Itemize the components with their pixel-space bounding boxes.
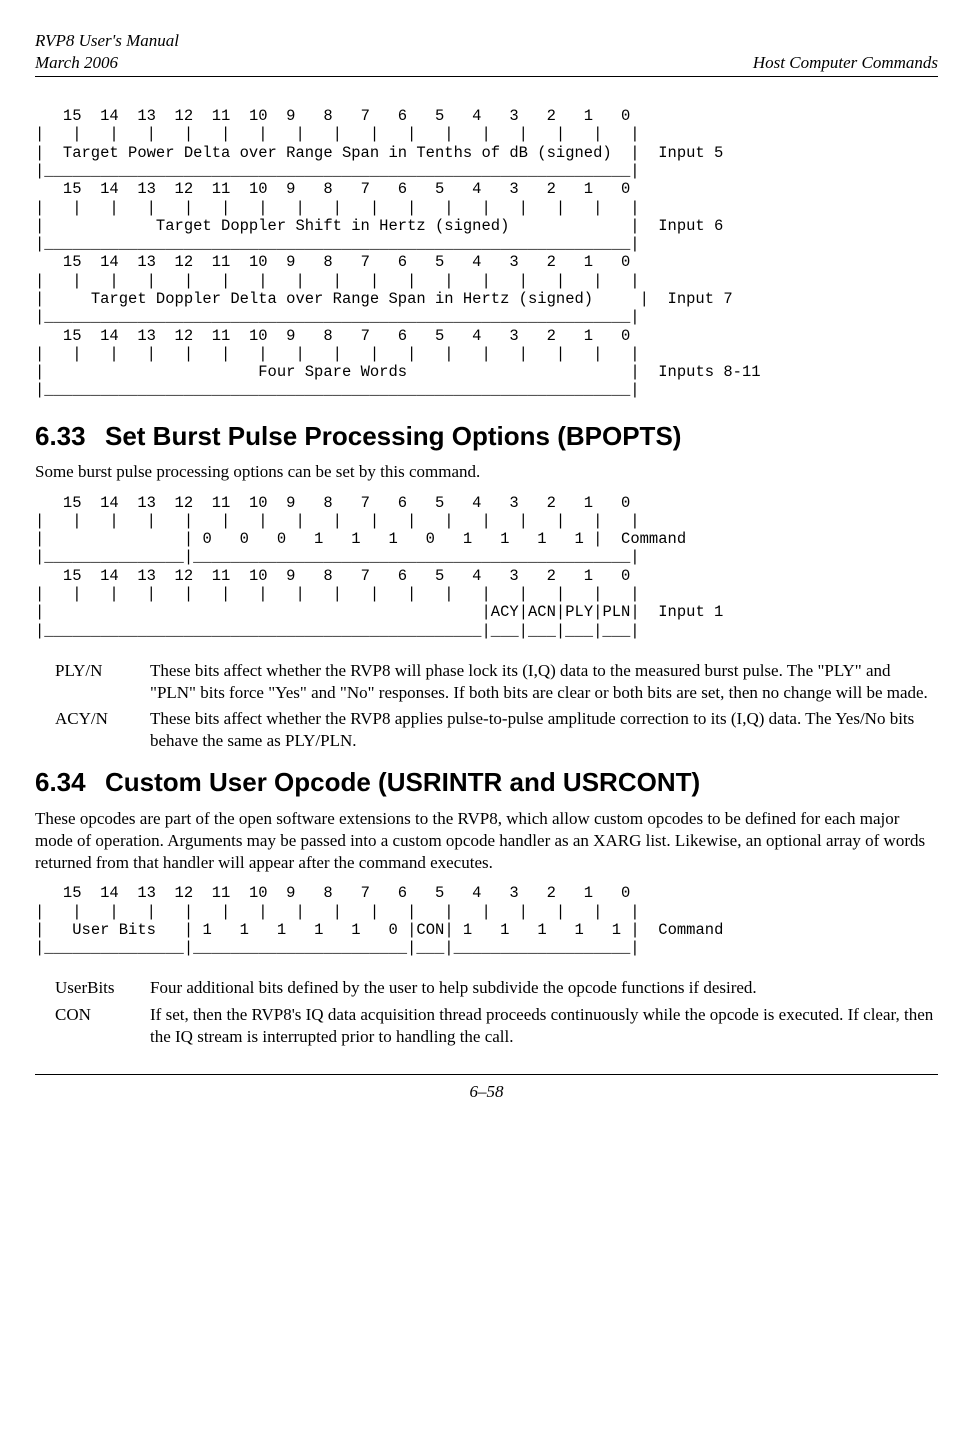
- section-title: Host Computer Commands: [753, 52, 938, 74]
- def-term: ACY/N: [35, 708, 150, 752]
- page-footer: 6–58: [35, 1074, 938, 1103]
- def-row: PLY/N These bits affect whether the RVP8…: [35, 660, 938, 704]
- defs-634: UserBits Four additional bits defined by…: [35, 977, 938, 1047]
- section-6-33-intro: Some burst pulse processing options can …: [35, 461, 938, 483]
- page-header: RVP8 User's Manual March 2006 Host Compu…: [35, 30, 938, 77]
- def-desc: If set, then the RVP8's IQ data acquisit…: [150, 1004, 938, 1048]
- manual-title: RVP8 User's Manual: [35, 30, 179, 52]
- bitfield-bpopts: 15 14 13 12 11 10 9 8 7 6 5 4 3 2 1 0 | …: [35, 494, 938, 640]
- def-row: ACY/N These bits affect whether the RVP8…: [35, 708, 938, 752]
- bitfield-usrintr: 15 14 13 12 11 10 9 8 7 6 5 4 3 2 1 0 | …: [35, 884, 938, 957]
- section-6-34-intro: These opcodes are part of the open softw…: [35, 808, 938, 874]
- section-6-34-heading: 6.34Custom User Opcode (USRINTR and USRC…: [35, 766, 938, 800]
- bitfield-block-1: 15 14 13 12 11 10 9 8 7 6 5 4 3 2 1 0 | …: [35, 107, 938, 400]
- def-term: UserBits: [35, 977, 150, 999]
- def-row: UserBits Four additional bits defined by…: [35, 977, 938, 999]
- def-desc: These bits affect whether the RVP8 appli…: [150, 708, 938, 752]
- section-6-33-heading: 6.33Set Burst Pulse Processing Options (…: [35, 420, 938, 454]
- page-number: 6–58: [470, 1082, 504, 1101]
- def-desc: These bits affect whether the RVP8 will …: [150, 660, 938, 704]
- defs-633: PLY/N These bits affect whether the RVP8…: [35, 660, 938, 752]
- def-term: PLY/N: [35, 660, 150, 704]
- manual-date: March 2006: [35, 52, 179, 74]
- def-term: CON: [35, 1004, 150, 1048]
- def-row: CON If set, then the RVP8's IQ data acqu…: [35, 1004, 938, 1048]
- def-desc: Four additional bits defined by the user…: [150, 977, 938, 999]
